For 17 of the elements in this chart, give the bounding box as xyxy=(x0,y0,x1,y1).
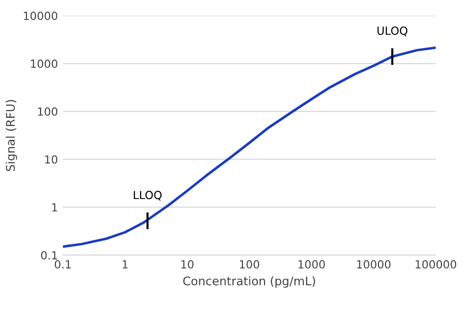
y-tick-label: 100 xyxy=(38,107,58,116)
x-tick-label: 1 xyxy=(122,260,128,268)
annotation: ULOQ xyxy=(378,26,408,36)
x-tick-label: 10000 xyxy=(357,260,391,269)
x-tick-label: 100 xyxy=(240,260,260,269)
y-tick-label: 10 xyxy=(45,155,58,164)
x-axis-title: Concentration (pg/mL) xyxy=(183,276,316,288)
y-tick-label: 1 xyxy=(52,203,58,212)
annotation: LLOQ xyxy=(134,190,162,200)
x-tick-label: 10 xyxy=(181,260,194,269)
y-tick-label: 1000 xyxy=(30,60,58,68)
y-tick-label: 0.1 xyxy=(41,251,58,260)
y-tick-label: 10000 xyxy=(24,12,58,20)
x-tick-label: 100000 xyxy=(416,260,456,269)
x-tick-label: 1000 xyxy=(298,260,325,269)
y-axis-title: Signal (RFU) xyxy=(6,100,18,172)
x-tick-label: 0.1 xyxy=(54,260,71,269)
